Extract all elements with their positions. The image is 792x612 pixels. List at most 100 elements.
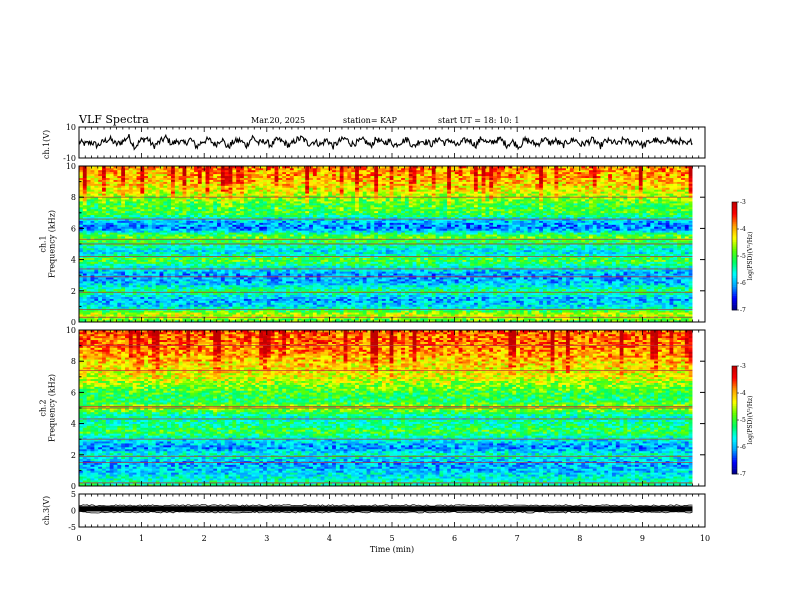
ch1-spectrogram-cell (243, 318, 248, 321)
ch1-spectrogram-cell (473, 292, 479, 295)
ch1-spectrogram-cell (328, 269, 333, 272)
ch1-spectrogram-cell (600, 298, 605, 301)
ch1-spectrogram-cell (243, 306, 248, 309)
ch1-spectrogram-cell (619, 283, 624, 286)
ch1-spectrogram-cell (155, 310, 160, 313)
ch1-spectrogram-cell (117, 292, 122, 295)
ch1-spectrogram-cell (481, 292, 486, 295)
ch1-spectrogram-cell (378, 306, 383, 309)
ch1-spectrogram-cell (297, 288, 302, 292)
ch1-spectrogram-cell (642, 300, 647, 303)
ch1-spectrogram-cell (450, 310, 456, 313)
ch1-spectrogram-cell (611, 271, 617, 274)
ch1-spectrogram-cell (531, 294, 536, 297)
ch1-spectrogram-cell (82, 294, 87, 297)
ch1-spectrogram-cell (558, 310, 563, 313)
ch1-spectrogram-cell (132, 277, 137, 280)
ch1-spectrogram-cell (435, 304, 440, 307)
ch1-spectrogram-cell (328, 294, 333, 297)
ch1-spectrogram-cell (577, 263, 582, 266)
ch1-spectrogram-cell (401, 318, 406, 321)
ch1-spectrogram-cell (362, 269, 367, 272)
ch1-spectrogram-cell (650, 304, 655, 307)
ch1-spectrogram-cell (489, 314, 494, 317)
ch1-spectrogram-cell (220, 294, 225, 297)
ch1-spectrogram-cell (155, 296, 160, 299)
ch1-spectrogram-cell (316, 286, 321, 290)
ch1-spectrogram-cell (163, 269, 168, 272)
ch1-spectrogram-cell (197, 306, 202, 309)
ch1-spectrogram-cell (677, 310, 682, 313)
ch1-spectrogram-cell (477, 273, 482, 276)
ch1-spectrogram-cell (117, 281, 122, 284)
ch1-spectrogram-cell (197, 286, 202, 290)
ch1-spectrogram-cell (205, 281, 210, 284)
ch1-spectrogram-cell (136, 314, 141, 317)
ch1-spectrogram-cell (209, 292, 214, 295)
ch1-spectrogram-cell (424, 312, 429, 315)
ch1-spectrogram-cell (385, 284, 390, 288)
ch1-spectrogram-cell (366, 310, 371, 313)
ch1-spectrogram-cell (669, 300, 674, 303)
ch1-spectrogram-cell (228, 296, 233, 299)
ch1-spectrogram-cell (82, 265, 87, 268)
ch1-spectrogram-cell (159, 283, 164, 286)
ch1-spectrogram-cell (634, 298, 640, 301)
ch1-spectrogram-cell (125, 286, 130, 290)
ch1-spectrogram-cell (627, 318, 632, 321)
ch1-spectrogram-cell (477, 304, 482, 307)
ch1-spectrogram-cell (236, 296, 241, 299)
ch1-spectrogram-cell (136, 298, 141, 301)
ch1-spectrogram-cell (98, 269, 103, 272)
ch1-spectrogram-cell (435, 277, 440, 280)
ch1-spectrogram-cell (274, 318, 279, 321)
ch1-spectrogram-cell (397, 312, 402, 315)
ch1-spectrogram-cell (588, 294, 594, 297)
ch1-spectrogram-cell (500, 292, 505, 295)
ch1-spectrogram-cell (159, 300, 164, 303)
ch1-spectrogram-cell (558, 265, 563, 268)
ch1-spectrogram-cell (466, 312, 471, 315)
ch1-spectrogram-cell (121, 288, 126, 292)
ch1-spectrogram-cell (205, 284, 210, 288)
ch1-spectrogram-cell (493, 288, 498, 292)
ch1-spectrogram-cell (209, 265, 214, 268)
ch1-spectrogram-cell (650, 279, 655, 282)
ch1-spectrogram-cell (117, 284, 122, 288)
ch1-spectrogram-cell (332, 318, 337, 321)
ch1-spectrogram-cell (335, 298, 341, 301)
ch1-spectrogram-cell (500, 320, 505, 323)
ch1-spectrogram-cell (259, 320, 264, 323)
ch1-spectrogram-cell (347, 306, 352, 309)
ch1-spectrogram-cell (102, 310, 107, 313)
ch1-spectrogram-cell (539, 263, 544, 266)
ch1-spectrogram-cell (286, 288, 291, 292)
ch1-spectrogram-cell (424, 284, 429, 288)
ch1-spectrogram-cell (654, 310, 659, 313)
ch1-spectrogram-cell (408, 269, 413, 272)
ch1-spectrogram-cell (366, 284, 371, 288)
ch1-spectrogram-cell (512, 273, 517, 276)
ch1-spectrogram-cell (473, 310, 479, 313)
ch1-spectrogram-cell (228, 279, 233, 282)
ch1-spectrogram-cell (447, 318, 452, 321)
ch1-spectrogram-cell (508, 306, 513, 309)
ch1-spectrogram-cell (408, 306, 413, 309)
ch1-spectrogram-cell (240, 279, 245, 282)
ch1-spectrogram-cell (136, 296, 141, 299)
ch1-spectrogram-cell (592, 306, 597, 309)
ch1-spectrogram-cell (404, 304, 410, 307)
ch1-spectrogram-cell (684, 271, 689, 274)
ch1-spectrogram-cell (159, 318, 164, 321)
ch1-spectrogram-cell (197, 310, 202, 313)
ch1-spectrogram-cell (132, 300, 137, 303)
ch1-spectrogram-cell (109, 302, 114, 305)
ch1-spectrogram-cell (573, 314, 578, 317)
ch1-spectrogram-cell (240, 298, 245, 301)
ch1-spectrogram-cell (335, 271, 341, 274)
ch1-spectrogram-cell (201, 269, 206, 272)
ch1-spectrogram-cell (320, 292, 325, 295)
ch1-spectrogram-cell (274, 269, 279, 272)
ch1-spectrogram-cell (535, 286, 540, 290)
ch1-spectrogram-cell (523, 314, 528, 317)
